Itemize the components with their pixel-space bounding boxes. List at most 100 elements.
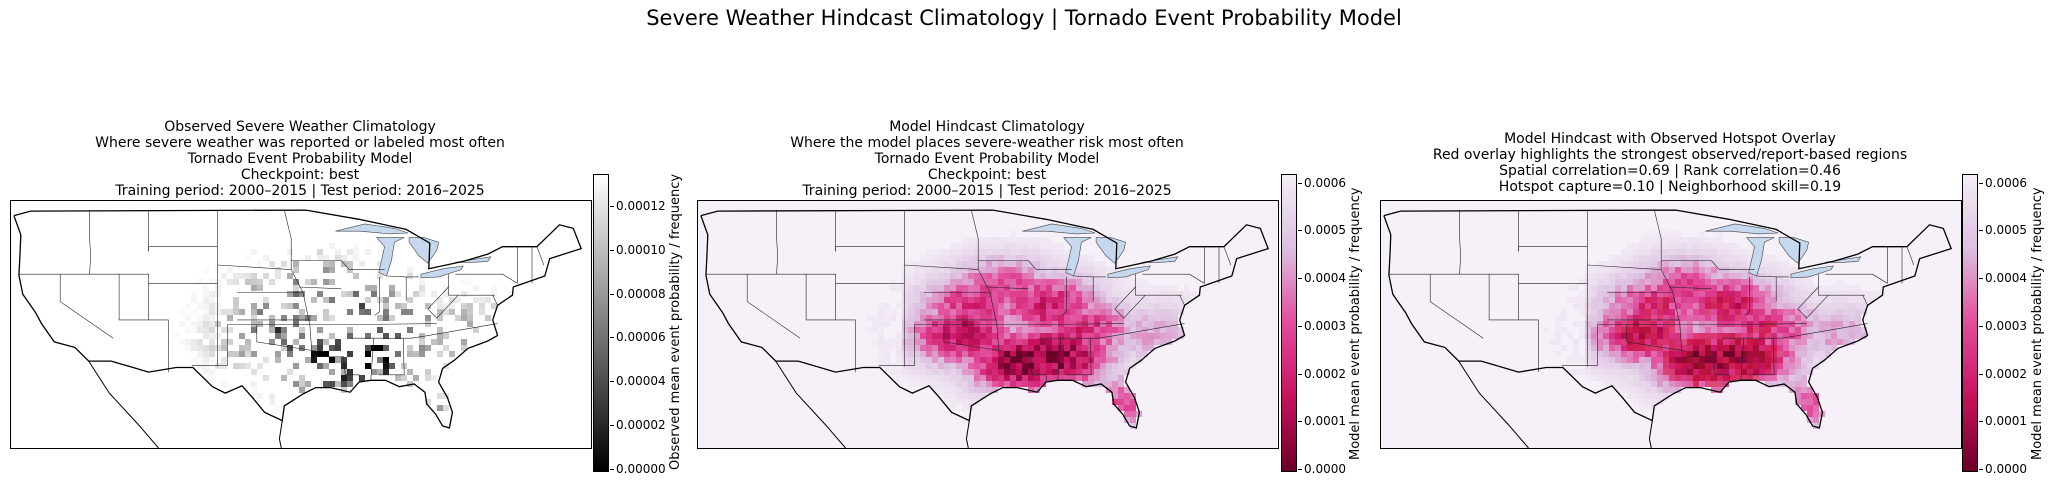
heatmap-cell bbox=[1004, 291, 1010, 297]
heatmap-cell bbox=[938, 315, 944, 321]
hotspot-overlay-cell bbox=[1633, 345, 1639, 351]
heatmap-cell bbox=[1651, 261, 1657, 267]
heatmap-cell bbox=[1100, 369, 1106, 375]
heatmap-cell bbox=[968, 327, 974, 333]
heatmap-cell bbox=[974, 339, 980, 345]
hotspot-overlay-cell bbox=[1681, 363, 1687, 369]
hotspot-overlay-cell bbox=[1753, 327, 1759, 333]
heatmap-cell bbox=[1729, 303, 1735, 309]
heatmap-cell bbox=[1783, 357, 1789, 363]
heatmap-cell bbox=[491, 303, 497, 309]
heatmap-cell bbox=[1034, 345, 1040, 351]
heatmap-cell bbox=[1028, 369, 1034, 375]
hotspot-overlay-cell bbox=[1639, 345, 1645, 351]
heatmap-cell bbox=[1741, 273, 1747, 279]
heatmap-cell bbox=[191, 321, 197, 327]
hotspot-overlay-cell bbox=[1711, 333, 1717, 339]
heatmap-cell bbox=[1831, 321, 1837, 327]
heatmap-cell bbox=[1789, 315, 1795, 321]
heatmap-cell bbox=[920, 303, 926, 309]
heatmap-cell bbox=[1669, 231, 1675, 237]
heatmap-cell bbox=[944, 273, 950, 279]
heatmap-cell bbox=[1118, 357, 1124, 363]
heatmap-cell bbox=[1669, 375, 1675, 381]
heatmap-cell bbox=[1849, 303, 1855, 309]
heatmap-cell bbox=[1148, 315, 1154, 321]
heatmap-cell bbox=[1088, 327, 1094, 333]
hotspot-overlay-cell bbox=[1687, 369, 1693, 375]
heatmap-cell bbox=[1621, 339, 1627, 345]
panel-1-map bbox=[10, 200, 592, 449]
heatmap-cell bbox=[317, 351, 323, 357]
heatmap-cell bbox=[1621, 357, 1627, 363]
heatmap-cell bbox=[1034, 291, 1040, 297]
heatmap-cell bbox=[437, 327, 443, 333]
heatmap-cell bbox=[467, 303, 473, 309]
hotspot-overlay-cell bbox=[1621, 321, 1627, 327]
hotspot-overlay-cell bbox=[1759, 327, 1765, 333]
heatmap-cell bbox=[974, 327, 980, 333]
heatmap-cell bbox=[1651, 363, 1657, 369]
heatmap-cell bbox=[1717, 255, 1723, 261]
hotspot-overlay-cell bbox=[1651, 333, 1657, 339]
heatmap-cell bbox=[974, 351, 980, 357]
heatmap-cell bbox=[962, 243, 968, 249]
heatmap-cell bbox=[1837, 279, 1843, 285]
hotspot-overlay-cell bbox=[1639, 321, 1645, 327]
heatmap-cell bbox=[908, 315, 914, 321]
heatmap-cell bbox=[1597, 303, 1603, 309]
great-lake bbox=[1022, 223, 1096, 235]
heatmap-cell bbox=[353, 249, 359, 255]
hotspot-overlay-cell bbox=[1735, 315, 1741, 321]
heatmap-cell bbox=[1813, 333, 1819, 339]
hotspot-overlay-cell bbox=[1747, 333, 1753, 339]
heatmap-cell bbox=[1855, 315, 1861, 321]
heatmap-cell bbox=[1645, 345, 1651, 351]
heatmap-cell bbox=[449, 351, 455, 357]
heatmap-cell bbox=[926, 351, 932, 357]
heatmap-cell bbox=[1052, 357, 1058, 363]
heatmap-cell bbox=[1627, 375, 1633, 381]
heatmap-cell bbox=[1016, 333, 1022, 339]
heatmap-cell bbox=[1801, 309, 1807, 315]
heatmap-cell bbox=[998, 375, 1004, 381]
heatmap-cell bbox=[1142, 279, 1148, 285]
heatmap-cell bbox=[1627, 249, 1633, 255]
heatmap-cell bbox=[1705, 273, 1711, 279]
heatmap-cell bbox=[956, 309, 962, 315]
heatmap-cell bbox=[1753, 303, 1759, 309]
heatmap-cell bbox=[1777, 333, 1783, 339]
hotspot-overlay-cell bbox=[1759, 333, 1765, 339]
heatmap-cell bbox=[1771, 315, 1777, 321]
heatmap-cell bbox=[1693, 267, 1699, 273]
heatmap-cell bbox=[1639, 327, 1645, 333]
heatmap-cell bbox=[1603, 375, 1609, 381]
heatmap-cell bbox=[950, 303, 956, 309]
heatmap-cell bbox=[1825, 297, 1831, 303]
heatmap-cell bbox=[908, 381, 914, 387]
heatmap-cell bbox=[1046, 273, 1052, 279]
heatmap-cell bbox=[1010, 351, 1016, 357]
heatmap-cell bbox=[485, 297, 491, 303]
heatmap-cell bbox=[1028, 339, 1034, 345]
heatmap-cell bbox=[1825, 291, 1831, 297]
heatmap-cell bbox=[1651, 243, 1657, 249]
heatmap-cell bbox=[944, 381, 950, 387]
heatmap-cell bbox=[443, 333, 449, 339]
heatmap-cell bbox=[407, 345, 413, 351]
heatmap-cell bbox=[1615, 297, 1621, 303]
heatmap-cell bbox=[938, 273, 944, 279]
heatmap-cell bbox=[287, 369, 293, 375]
hotspot-overlay-cell bbox=[1687, 375, 1693, 381]
hotspot-overlay-cell bbox=[1693, 375, 1699, 381]
heatmap-cell bbox=[305, 279, 311, 285]
heatmap-cell bbox=[1064, 345, 1070, 351]
heatmap-cell bbox=[1675, 345, 1681, 351]
heatmap-cell bbox=[944, 309, 950, 315]
heatmap-cell bbox=[1028, 309, 1034, 315]
heatmap-cell bbox=[980, 351, 986, 357]
hotspot-overlay-cell bbox=[1627, 333, 1633, 339]
heatmap-cell bbox=[1639, 315, 1645, 321]
state-border bbox=[352, 323, 498, 339]
heatmap-cell bbox=[1076, 369, 1082, 375]
